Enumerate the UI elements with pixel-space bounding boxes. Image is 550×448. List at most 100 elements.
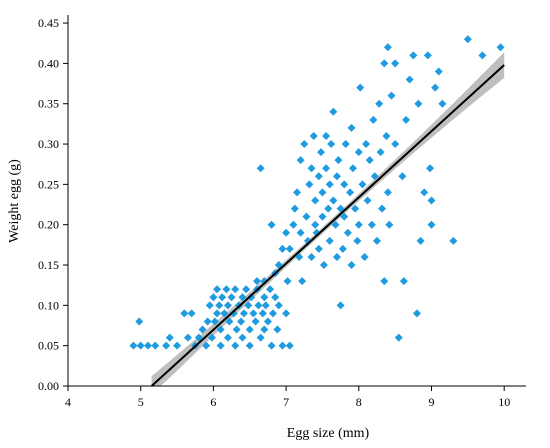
data-point: [173, 341, 182, 350]
data-point: [283, 277, 292, 286]
data-point: [325, 236, 334, 245]
data-point: [314, 172, 323, 181]
data-point: [369, 115, 378, 124]
data-point: [332, 172, 341, 181]
y-tick-label: 0.35: [38, 97, 59, 111]
data-point: [346, 188, 355, 197]
data-point: [319, 261, 328, 270]
data-point: [282, 309, 291, 318]
data-point: [298, 277, 307, 286]
data-point: [478, 51, 487, 60]
data-point: [263, 317, 272, 326]
data-point: [266, 285, 275, 294]
data-point: [385, 220, 394, 229]
data-point: [225, 317, 234, 326]
data-point: [314, 244, 323, 253]
data-point: [260, 293, 269, 302]
data-point: [391, 140, 400, 149]
data-point: [183, 333, 192, 342]
data-point: [187, 309, 196, 318]
data-point: [391, 59, 400, 68]
y-tick-label: 0.05: [38, 339, 59, 353]
data-point: [135, 317, 144, 326]
data-point: [387, 91, 396, 100]
data-point: [380, 59, 389, 68]
data-point: [423, 51, 432, 60]
data-point: [398, 172, 407, 181]
data-point: [405, 75, 414, 84]
data-point: [426, 164, 435, 173]
data-point: [244, 301, 253, 310]
data-point: [202, 341, 211, 350]
data-point: [409, 51, 418, 60]
data-point: [370, 172, 379, 181]
data-point: [434, 67, 443, 76]
data-point: [449, 236, 458, 245]
data-point: [237, 317, 246, 326]
data-point: [362, 140, 371, 149]
data-point: [218, 293, 227, 302]
data-point: [207, 333, 216, 342]
data-point: [256, 333, 265, 342]
data-point: [427, 220, 436, 229]
data-point: [416, 236, 425, 245]
data-point: [242, 285, 251, 294]
data-point: [285, 341, 294, 350]
data-points-layer: [129, 35, 505, 350]
data-point: [247, 293, 256, 302]
y-tick-label: 0.25: [38, 177, 59, 191]
data-point: [258, 309, 267, 318]
data-point: [278, 244, 287, 253]
data-point: [239, 309, 248, 318]
data-point: [338, 244, 347, 253]
data-point: [300, 140, 309, 149]
data-point: [253, 277, 262, 286]
data-point: [363, 196, 372, 205]
data-point: [336, 301, 345, 310]
data-point: [367, 220, 376, 229]
confidence-band: [151, 52, 505, 386]
data-point: [382, 131, 391, 140]
data-point: [354, 220, 363, 229]
data-point: [180, 309, 189, 318]
data-point: [331, 220, 340, 229]
data-point: [351, 204, 360, 213]
data-point: [372, 236, 381, 245]
x-tick-label: 6: [210, 395, 216, 409]
data-point: [249, 309, 258, 318]
x-tick-label: 7: [283, 395, 289, 409]
data-point: [394, 333, 403, 342]
data-point: [348, 164, 357, 173]
y-axis-label: Weight egg (g): [7, 159, 22, 243]
data-point: [316, 148, 325, 157]
data-point: [260, 325, 269, 334]
data-point: [162, 341, 171, 350]
data-point: [378, 204, 387, 213]
data-point: [215, 301, 224, 310]
data-point: [269, 309, 278, 318]
data-point: [231, 341, 240, 350]
data-point: [245, 341, 254, 350]
data-point: [336, 204, 345, 213]
axes-layer: 4 5 6 7 8 9 10 0.00 0.05 0.10 0.15 0.20 0.25 0.30 0.35…: [38, 15, 526, 409]
data-point: [354, 148, 363, 157]
data-point: [213, 285, 222, 294]
data-point: [438, 99, 447, 108]
x-tick-label: 5: [138, 395, 144, 409]
data-point: [261, 301, 270, 310]
data-point: [365, 156, 374, 165]
data-point: [414, 99, 423, 108]
data-point: [412, 309, 421, 318]
data-point: [318, 212, 327, 221]
data-point: [296, 228, 305, 237]
data-point: [383, 43, 392, 52]
data-point: [463, 35, 472, 44]
data-point: [165, 333, 174, 342]
data-point: [295, 252, 304, 261]
y-tick-label: 0.40: [38, 56, 59, 70]
data-point: [347, 261, 356, 270]
data-point: [343, 228, 352, 237]
data-point: [302, 212, 311, 221]
data-point: [238, 293, 247, 302]
